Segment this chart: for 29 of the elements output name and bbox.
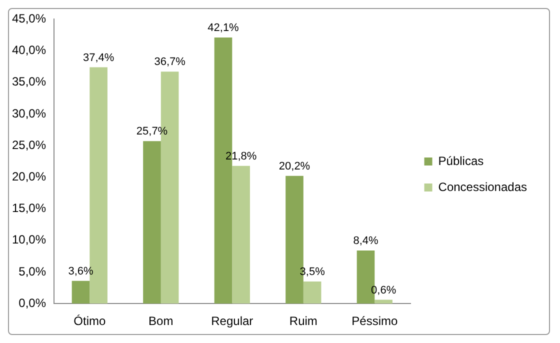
x-tick-label: Ruim — [289, 314, 318, 328]
y-tick-label: 15,0% — [12, 201, 46, 216]
legend-label: Públicas — [438, 154, 484, 168]
y-tick-label: 10,0% — [12, 232, 46, 247]
x-tick-label: Bom — [148, 314, 174, 328]
y-tick-label: 20,0% — [12, 170, 46, 184]
bar — [143, 141, 161, 304]
data-label: 36,7% — [154, 56, 186, 68]
y-tick-label: 5,0% — [18, 264, 46, 278]
data-label: 20,2% — [278, 160, 310, 172]
y-tick-label: 45,0% — [12, 12, 46, 26]
data-label: 25,7% — [136, 126, 168, 138]
y-tick-label: 25,0% — [12, 138, 46, 152]
x-tick-label: Ótimo — [74, 314, 106, 328]
y-tick-label: 0,0% — [18, 296, 46, 310]
y-tick-label: 30,0% — [12, 106, 46, 120]
x-tick-label: Péssimo — [352, 314, 398, 328]
data-label: 3,6% — [68, 265, 94, 278]
bar — [303, 281, 322, 304]
data-label: 42,1% — [208, 22, 240, 34]
bar — [232, 166, 250, 304]
bar — [72, 280, 90, 304]
data-label: 37,4% — [82, 52, 114, 64]
y-tick-label: 35,0% — [12, 74, 46, 89]
bar — [374, 300, 392, 304]
legend-label: Concessionadas — [438, 180, 528, 194]
data-label: 8,4% — [353, 235, 378, 248]
x-tick-label: Regular — [211, 314, 254, 328]
y-tick-label: 40,0% — [12, 43, 46, 58]
